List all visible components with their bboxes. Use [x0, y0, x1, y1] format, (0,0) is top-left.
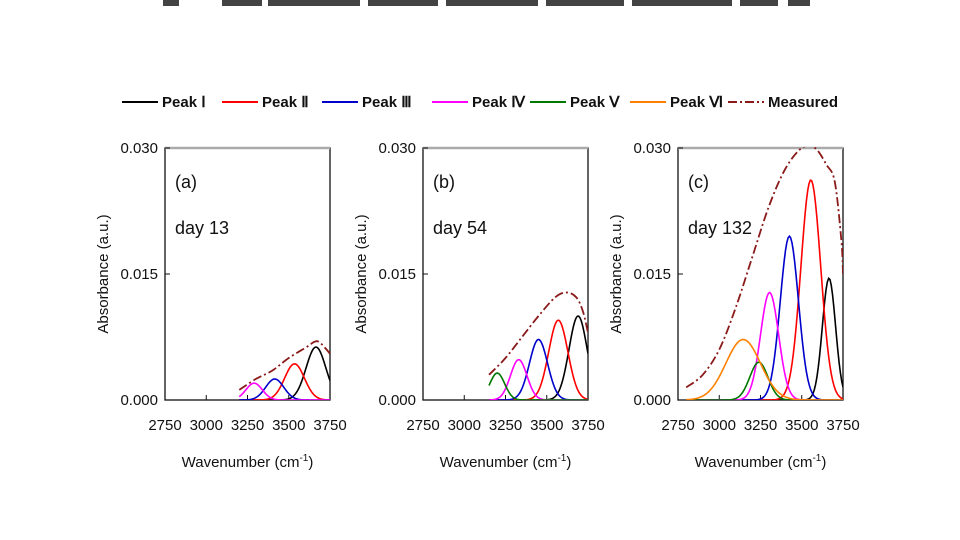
legend-label-6: Peak Ⅵ — [670, 94, 723, 111]
legend-label-4: Peak Ⅳ — [472, 94, 526, 111]
x-tick-label-a-3500: 3500 — [272, 417, 305, 434]
x-tick-label-b-3000: 3000 — [448, 417, 481, 434]
peak-curve-c-1 — [686, 277, 843, 400]
x-tick-label-b-3750: 3750 — [571, 417, 604, 434]
y-tick-label-a-2: 0.030 — [120, 140, 158, 157]
legend-label-7: Measured — [768, 94, 838, 111]
day-label-b: day 54 — [433, 218, 487, 238]
peak-curve-b-5 — [488, 372, 588, 400]
peak-curve-c-4 — [686, 291, 843, 400]
day-label-a: day 13 — [175, 218, 229, 238]
series-group-a — [238, 340, 330, 400]
peak-curve-b-4 — [488, 358, 588, 400]
x-tick-label-c-3500: 3500 — [785, 417, 818, 434]
x-tick-label-a-2750: 2750 — [148, 417, 181, 434]
peak-curve-c-2 — [686, 179, 843, 400]
panel-b: 2750 3000 3250 3500 3750 0.000 0.015 0.030 Waven… — [353, 140, 605, 471]
legend-label-5: Peak Ⅴ — [570, 94, 620, 111]
peak-curve-c-6 — [686, 338, 843, 400]
series-group-c — [685, 147, 843, 400]
peak-curve-a-1 — [239, 346, 330, 400]
x-tick-label-c-3250: 3250 — [744, 417, 777, 434]
panel-label-a: (a) — [175, 172, 197, 192]
peak-curve-b-2 — [489, 319, 588, 400]
legend-label-1: Peak Ⅰ — [162, 94, 206, 111]
day-label-c: day 132 — [688, 218, 752, 238]
series-group-b — [488, 291, 588, 400]
x-tick-label-a-3750: 3750 — [313, 417, 346, 434]
measured-curve-c — [685, 147, 843, 389]
peak-curve-b-1 — [489, 315, 588, 400]
x-axis-title-b: Wavenumber (cm-1) — [440, 453, 572, 471]
x-tick-label-b-3250: 3250 — [489, 417, 522, 434]
y-tick-label-c-0: 0.000 — [633, 392, 671, 409]
measured-curve-a — [238, 340, 330, 391]
legend-label-3: Peak Ⅲ — [362, 94, 412, 111]
panel-a: 2750 3000 3250 3500 3750 0.000 0.015 0.030 Waven… — [95, 140, 347, 471]
panel-label-b: (b) — [433, 172, 455, 192]
panel-label-c: (c) — [688, 172, 709, 192]
y-tick-label-b-0: 0.000 — [378, 392, 416, 409]
peak-curve-c-5 — [686, 361, 843, 400]
x-axis-title-c: Wavenumber (cm-1) — [695, 453, 827, 471]
x-tick-label-c-3750: 3750 — [826, 417, 859, 434]
y-tick-label-c-1: 0.015 — [633, 266, 671, 283]
y-axis-title-a: Absorbance (a.u.) — [95, 214, 112, 333]
header-caption-blur — [163, 0, 810, 6]
y-tick-label-c-2: 0.030 — [633, 140, 671, 157]
y-tick-label-a-1: 0.015 — [120, 266, 158, 283]
x-tick-label-c-3000: 3000 — [703, 417, 736, 434]
y-tick-label-b-2: 0.030 — [378, 140, 416, 157]
panel-c: 2750 3000 3250 3500 3750 0.000 0.015 0.030 Waven… — [608, 140, 860, 471]
peak-curve-c-3 — [686, 234, 843, 400]
measured-curve-b — [488, 291, 588, 376]
x-tick-label-c-2750: 2750 — [661, 417, 694, 434]
y-axis-title-b: Absorbance (a.u.) — [353, 214, 370, 333]
peak-curve-a-4 — [238, 382, 330, 400]
x-tick-label-b-2750: 2750 — [406, 417, 439, 434]
y-tick-label-b-1: 0.015 — [378, 266, 416, 283]
y-axis-title-c: Absorbance (a.u.) — [608, 214, 625, 333]
y-tick-label-a-0: 0.000 — [120, 392, 158, 409]
x-tick-label-a-3000: 3000 — [190, 417, 223, 434]
x-axis-title-a: Wavenumber (cm-1) — [182, 453, 314, 471]
peak-curve-a-2 — [239, 363, 330, 400]
x-tick-label-a-3250: 3250 — [231, 417, 264, 434]
x-tick-label-b-3500: 3500 — [530, 417, 563, 434]
chart-legend: Peak Ⅰ Peak Ⅱ Peak Ⅲ Peak Ⅳ Peak Ⅴ Peak Ⅵ Meas… — [122, 94, 838, 111]
legend-label-2: Peak Ⅱ — [262, 94, 309, 111]
peak-curve-a-3 — [239, 378, 330, 400]
